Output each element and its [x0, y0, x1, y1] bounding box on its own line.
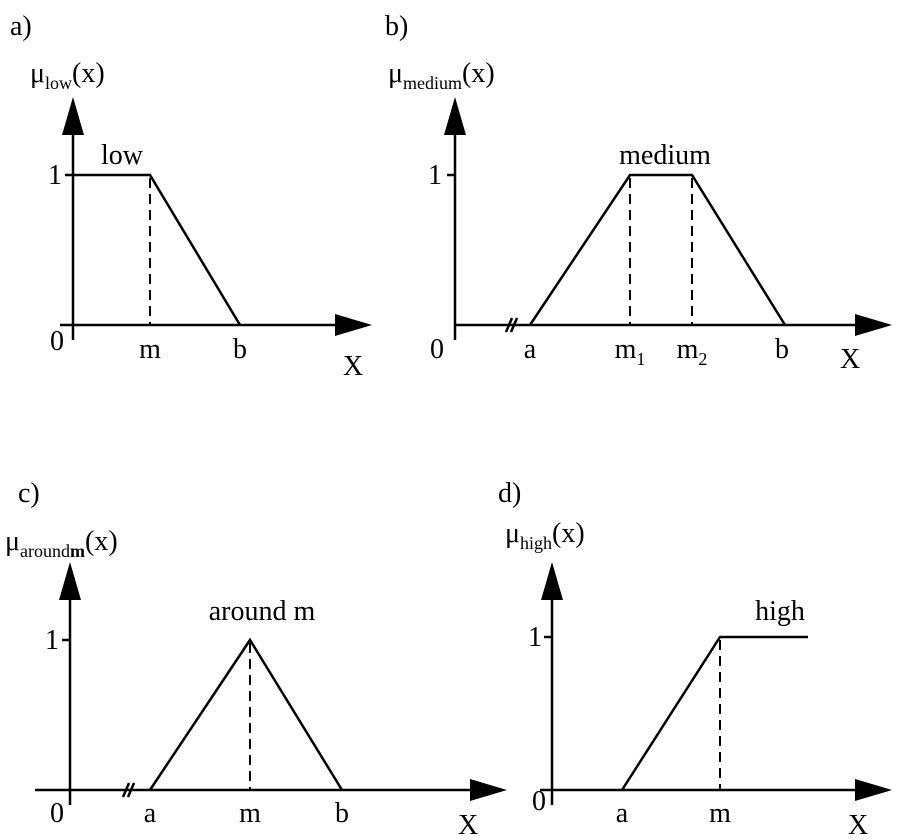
y-axis-label: μhigh(x) [505, 518, 585, 553]
arrow [59, 562, 81, 600]
panel-label: d) [498, 478, 521, 509]
arrow [335, 314, 372, 336]
label-tail: (x) [72, 58, 105, 89]
x-tick-label: m [709, 798, 731, 829]
label-base: m [239, 798, 261, 829]
label-base: m [677, 334, 699, 365]
membership-curve [528, 173, 787, 326]
label-base: a [616, 798, 629, 829]
panel-a-shapes [60, 97, 372, 340]
label-base: b [233, 334, 247, 365]
label-base: μ [5, 526, 20, 557]
label-tail: (x) [552, 518, 585, 549]
label-base: a [524, 334, 537, 365]
y-tick-label: 1 [428, 160, 442, 191]
curve-label: medium [619, 140, 711, 171]
x-tick-label: b [335, 798, 349, 829]
arrow [855, 779, 892, 801]
arrow [541, 562, 563, 600]
axis-break [121, 782, 136, 798]
x-tick-label: m [139, 334, 161, 365]
panel-label: c) [18, 478, 40, 509]
y-tick-label: 1 [528, 622, 542, 653]
arrow [855, 314, 892, 336]
label-base: m [615, 334, 637, 365]
x-axis-label: X [848, 810, 868, 840]
y-axis-label: μaroundm(x) [5, 526, 118, 561]
label-base: μ [30, 58, 45, 89]
y-tick-label: 1 [48, 160, 62, 191]
label-base: a [144, 798, 157, 829]
origin-label: 0 [430, 334, 444, 365]
label-base: m [139, 334, 161, 365]
y-tick-label: 1 [45, 625, 59, 656]
x-tick-label: m2 [677, 334, 708, 369]
label-subscript: around [20, 541, 70, 561]
arrow [444, 97, 466, 135]
x-axis-label: X [840, 344, 860, 375]
label-tail: (x) [462, 58, 495, 89]
dashed-line [629, 178, 693, 325]
label-base: b [775, 334, 789, 365]
curve-label: low [101, 140, 144, 171]
y-axis-label: μmedium(x) [388, 58, 495, 93]
membership-curve [73, 173, 242, 326]
label-tail: (x) [85, 526, 118, 557]
x-tick-label: m1 [615, 334, 646, 369]
membership-curve [620, 635, 808, 791]
x-tick-label: m [239, 798, 261, 829]
origin-label: 0 [50, 326, 64, 357]
arrow [470, 779, 507, 801]
label-base: μ [388, 58, 403, 89]
label-base: b [335, 798, 349, 829]
curve-label: high [755, 596, 805, 627]
panel-label: b) [385, 11, 408, 42]
y-axis-label: μlow(x) [30, 58, 105, 93]
arrow [62, 97, 84, 135]
x-axis-label: X [343, 351, 363, 382]
x-tick-label: a [616, 798, 629, 829]
origin-label: 0 [532, 786, 546, 817]
origin-label: 0 [50, 798, 64, 829]
panel-label: a) [10, 11, 32, 42]
label-subscript: low [45, 73, 72, 93]
axis-break [504, 317, 519, 333]
label-base: μ [505, 518, 520, 549]
label-base: m [709, 798, 731, 829]
label-subscript: 1 [636, 349, 645, 369]
label-subscript: high [520, 533, 552, 553]
label-subscript: 2 [698, 349, 707, 369]
label-subscript: m [70, 541, 85, 561]
x-tick-label: a [524, 334, 537, 365]
panel-c-shapes [35, 562, 507, 805]
x-tick-label: b [775, 334, 789, 365]
x-axis-label: X [458, 810, 478, 840]
panel-b-shapes [444, 97, 892, 340]
curve-label: around m [209, 596, 316, 627]
label-subscript: medium [403, 73, 462, 93]
x-tick-label: a [144, 798, 157, 829]
x-tick-label: b [233, 334, 247, 365]
membership-curve [148, 637, 344, 791]
panel-d-shapes [540, 562, 892, 805]
